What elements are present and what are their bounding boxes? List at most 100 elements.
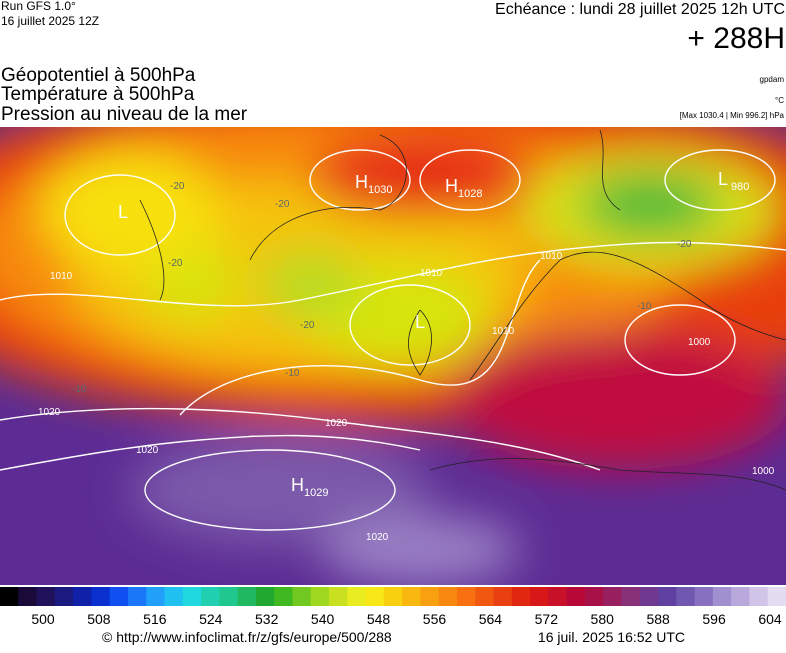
- colorbar-tick-label: 572: [535, 611, 559, 627]
- center-letter: H: [291, 475, 304, 495]
- colorbar-swatch: [493, 587, 513, 606]
- colorbar-swatch: [420, 587, 440, 606]
- colorbar-swatch: [310, 587, 330, 606]
- temperature-label: -20: [170, 181, 185, 192]
- colorbar-swatch: [146, 587, 166, 606]
- colorbar-swatch: [712, 587, 732, 606]
- isobar-label: 1020: [38, 407, 61, 418]
- lead-time: + 288H: [687, 22, 785, 55]
- colorbar-swatch: [365, 587, 385, 606]
- colorbar-swatch: [603, 587, 622, 606]
- colorbar: 500 508 516 524 532 540 548 556 564 572 580 588 596 6…: [0, 587, 786, 627]
- center-letter: H: [445, 176, 458, 196]
- unit-label: gpdam: [760, 75, 785, 84]
- colorbar-swatch: [201, 587, 220, 606]
- generated-time: 16 juil. 2025 16:52 UTC: [538, 629, 685, 645]
- colorbar-tick-label: 556: [423, 611, 447, 627]
- colorbar-swatch: [402, 587, 421, 606]
- isobars: [0, 149, 786, 531]
- colorbar-swatch: [219, 587, 239, 606]
- colorbar-swatch: [383, 587, 403, 606]
- colorbar-tick-label: 500: [31, 611, 55, 627]
- colorbar-tick-label: 564: [479, 611, 503, 627]
- pressure-range: [Max 1030.4 | Min 996.2] hPa: [680, 111, 785, 120]
- center-value: 1029: [304, 487, 328, 499]
- colorbar-swatch: [566, 587, 586, 606]
- colorbar-swatch: [73, 587, 92, 606]
- colorbar-swatch: [91, 587, 111, 606]
- unit-label: °C: [775, 96, 784, 105]
- colorbar-swatch: [0, 587, 19, 606]
- temperature-label: -20: [275, 199, 290, 210]
- source-credit: © http://www.infoclimat.fr/z/gfs/europe/…: [102, 629, 392, 645]
- temperature-label: -10: [285, 368, 300, 379]
- colorbar-swatch: [731, 587, 750, 606]
- colorbar-swatch: [621, 587, 641, 606]
- temperature-label: -10: [72, 384, 87, 395]
- isobar-label: 1010: [540, 251, 563, 262]
- colorbar-swatch: [749, 587, 769, 606]
- isobar-label: 1010: [492, 326, 515, 337]
- colorbar-tick-label: 524: [199, 611, 223, 627]
- colorbar-tick-label: 508: [87, 611, 111, 627]
- colorbar-tick-label: 580: [591, 611, 615, 627]
- temperature-label: -20: [168, 258, 183, 269]
- colorbar-tick-label: 540: [311, 611, 335, 627]
- colorbar-swatch: [511, 587, 531, 606]
- colorbar-tick-label: 596: [702, 611, 726, 627]
- colorbar-swatch: [329, 587, 348, 606]
- center-letter: L: [415, 312, 425, 332]
- colorbar-swatch: [347, 587, 367, 606]
- run-label: Run GFS 1.0°: [1, 0, 76, 13]
- colorbar-swatch: [475, 587, 495, 606]
- center-value: 980: [731, 181, 749, 193]
- colorbar-swatch: [18, 587, 38, 606]
- colorbar-swatch: [676, 587, 696, 606]
- colorbar-swatch: [694, 587, 714, 606]
- colorbar-swatch: [237, 587, 257, 606]
- colorbar-swatch: [164, 587, 184, 606]
- coastlines: [139, 129, 786, 491]
- colorbar-swatch: [255, 587, 275, 606]
- colorbar-swatch: [292, 587, 312, 606]
- colorbar-swatch: [639, 587, 659, 606]
- temperature-label: -10: [637, 301, 652, 312]
- colorbar-swatch: [438, 587, 458, 606]
- isobar-label: 1020: [366, 532, 389, 543]
- center-value: 1030: [368, 184, 392, 196]
- run-date: 16 juillet 2025 12Z: [1, 14, 99, 28]
- isobar-label: 1020: [325, 418, 348, 429]
- isobar-label: 1010: [50, 271, 73, 282]
- colorbar-swatch: [548, 587, 568, 606]
- colorbar-swatch: [182, 587, 202, 606]
- isobar-label: 1000: [688, 337, 711, 348]
- center-letter: H: [355, 172, 368, 192]
- center-value: 1028: [458, 188, 482, 200]
- colorbar-swatch: [767, 587, 786, 606]
- center-letter: L: [118, 202, 128, 222]
- colorbar-swatch: [54, 587, 74, 606]
- colorbar-tick-label: 548: [367, 611, 391, 627]
- colorbar-swatch: [36, 587, 56, 606]
- center-letter: L: [718, 169, 728, 189]
- colorbar-tick-label: 532: [255, 611, 279, 627]
- colorbar-swatch: [127, 587, 147, 606]
- temperature-label: -20: [300, 320, 315, 331]
- forecast-label: Echéance : lundi 28 juillet 2025 12h UTC: [495, 1, 785, 18]
- colorbar-tick-label: 516: [143, 611, 167, 627]
- colorbar-swatch: [584, 587, 604, 606]
- isobar-label: 1010: [420, 268, 443, 279]
- colorbar-swatch: [456, 587, 476, 606]
- isobar-label: 1000: [752, 466, 775, 477]
- colorbar-swatch: [274, 587, 293, 606]
- colorbar-swatch: [658, 587, 677, 606]
- colorbar-tick-label: 588: [646, 611, 670, 627]
- title: Température à 500hPa: [1, 84, 195, 105]
- colorbar-swatch: [530, 587, 549, 606]
- isobar-label: 1020: [136, 445, 159, 456]
- colorbar-swatch: [109, 587, 129, 606]
- colorbar-tick-label: 604: [758, 611, 782, 627]
- map: [0, 127, 786, 585]
- title: Géopotentiel à 500hPa: [1, 65, 196, 86]
